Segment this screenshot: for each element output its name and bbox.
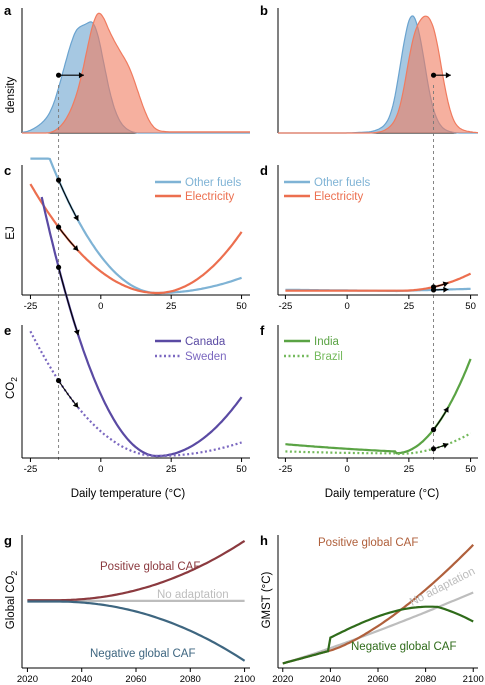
panel-c-marker-electricity-point xyxy=(55,224,62,230)
panel-f-x-tick-label-0: -25 xyxy=(279,464,293,475)
panel-h-x-tick-label-3: 2080 xyxy=(415,674,436,685)
panel-f-line-india xyxy=(285,358,472,455)
ylabel-co2-sub: 2 xyxy=(9,377,19,382)
ylabel-ej: EJ xyxy=(5,226,17,239)
panel-b-marker-arrow-head xyxy=(445,72,451,79)
panel-g-label-no-adaptation: No adaptation xyxy=(157,589,229,601)
panel-c-x-tick-label-2: 25 xyxy=(166,301,177,312)
panel-label-e: e xyxy=(4,323,11,338)
panel-f-x-tick-label-1: 0 xyxy=(344,464,349,475)
panel-h-x-tick-label-1: 2040 xyxy=(320,674,341,685)
xlabel-left: Daily temperature (°C) xyxy=(71,488,186,500)
panel-g-label-negative: Negative global CAF xyxy=(90,648,195,660)
panel-c-legend-electricity: Electricity xyxy=(185,191,234,203)
panel-a-marker-point xyxy=(55,72,62,78)
panel-h-x-tick-label-2: 2060 xyxy=(367,674,388,685)
panel-e-marker-sweden-arrow-head xyxy=(72,401,79,408)
panel-h-x-tick-label-4: 2100 xyxy=(463,674,484,685)
panel-h-x-tick-label-0: 2020 xyxy=(272,674,293,685)
panel-g-line-positive xyxy=(27,539,246,602)
panel-f-x-tick-label-3: 50 xyxy=(465,464,476,475)
panel-d-legend-electricity: Electricity xyxy=(314,191,363,203)
panel-label-g: g xyxy=(4,533,12,548)
panel-c-marker-other-fuels-point xyxy=(55,177,62,183)
panel-h-label-negative: Negative global CAF xyxy=(351,641,456,653)
panel-d-marker-other-fuels-arrow-head xyxy=(443,286,449,293)
panel-e-legend-canada: Canada xyxy=(185,336,226,348)
panel-c-x-tick-label-3: 50 xyxy=(236,301,247,312)
panel-d-line-electricity xyxy=(285,272,472,292)
panel-e-x-tick-label-0: -25 xyxy=(24,464,38,475)
panel-f-marker-india-arrow-head xyxy=(443,406,449,413)
panel-g-label-positive: Positive global CAF xyxy=(100,561,200,573)
ylabel-global-co2: Global CO2 xyxy=(5,571,19,630)
ylabel-global-co2-sub: 2 xyxy=(9,571,19,576)
panel-f-legend-india: India xyxy=(314,336,340,348)
panel-d-marker-electricity-arrow-head xyxy=(442,281,449,288)
panel-e-marker-canada-arrow-line xyxy=(58,267,79,336)
panel-d-legend-other-fuels: Other fuels xyxy=(314,177,370,189)
panel-label-f: f xyxy=(260,323,265,338)
panel-a-density-line-1 xyxy=(22,12,250,134)
panel-c-x-tick-label-1: 0 xyxy=(98,301,103,312)
panel-d-marker-electricity-point xyxy=(430,284,437,290)
panel-f-marker-brazil-point xyxy=(430,446,437,452)
panel-e-marker-canada-arrow-head xyxy=(73,329,80,336)
ylabel-co2-main: CO xyxy=(5,382,17,399)
ylabel-gmst: GMST (°C) xyxy=(261,571,273,628)
panel-d-x-tick-label-1: 0 xyxy=(344,301,349,312)
panel-e-legend-sweden: Sweden xyxy=(185,351,227,363)
panel-e-marker-sweden-arrow-line xyxy=(58,380,79,409)
panel-c-marker-other-fuels-arrow-head xyxy=(73,214,79,221)
panel-h-line-negative xyxy=(282,605,474,665)
panel-e-line-sweden xyxy=(29,330,242,458)
panel-label-b: b xyxy=(260,3,268,18)
panel-g-x-tick-label-1: 2040 xyxy=(71,674,92,685)
panel-d-x-tick-label-0: -25 xyxy=(279,301,293,312)
panel-label-c: c xyxy=(4,163,11,178)
panel-a-marker-arrow-head xyxy=(78,72,84,79)
panel-d-x-tick-label-3: 50 xyxy=(465,301,476,312)
panel-e-x-tick-label-1: 0 xyxy=(98,464,103,475)
panel-label-a: a xyxy=(4,3,12,18)
panel-h-label-no-adaptation: No adaptation xyxy=(408,565,477,608)
panel-h-line-no-adaptation xyxy=(282,591,474,665)
ylabel-density: density xyxy=(5,77,17,114)
panel-e-marker-canada-point xyxy=(55,264,62,270)
panel-f-marker-india-point xyxy=(430,427,437,433)
panel-d-x-tick-label-2: 25 xyxy=(404,301,415,312)
panel-c-x-tick-label-0: -25 xyxy=(24,301,38,312)
panel-c-legend-other-fuels: Other fuels xyxy=(185,177,241,189)
panel-c-marker-electricity-arrow-head xyxy=(72,245,79,251)
panel-label-h: h xyxy=(260,533,268,548)
panel-e-x-tick-label-2: 25 xyxy=(166,464,177,475)
panel-e-line-canada xyxy=(40,196,243,458)
panel-a-density-area-1 xyxy=(22,13,250,133)
ylabel-global-co2-main: Global CO xyxy=(5,575,17,629)
panel-c-marker-other-fuels-arrow-line xyxy=(58,179,79,221)
panel-e-x-tick-label-3: 50 xyxy=(236,464,247,475)
panel-f-x-tick-label-2: 25 xyxy=(404,464,415,475)
panel-h-label-positive: Positive global CAF xyxy=(318,537,418,549)
panel-label-d: d xyxy=(260,163,268,178)
ylabel-co2: CO2 xyxy=(5,377,19,399)
panel-g-x-tick-label-4: 2100 xyxy=(234,674,255,685)
panel-f-marker-brazil-arrow-head xyxy=(442,442,449,449)
panel-g-line-negative xyxy=(27,600,246,662)
panel-g-x-tick-label-2: 2060 xyxy=(125,674,146,685)
panel-g-x-tick-label-0: 2020 xyxy=(17,674,38,685)
panel-g-x-tick-label-3: 2080 xyxy=(180,674,201,685)
panel-f-legend-brazil: Brazil xyxy=(314,351,343,363)
panel-b-density-line-1 xyxy=(278,15,479,134)
panel-b-marker-point xyxy=(430,72,437,78)
xlabel-right: Daily temperature (°C) xyxy=(325,488,440,500)
panel-b-density-area-1 xyxy=(278,16,478,134)
panel-e-marker-sweden-point xyxy=(55,377,62,384)
